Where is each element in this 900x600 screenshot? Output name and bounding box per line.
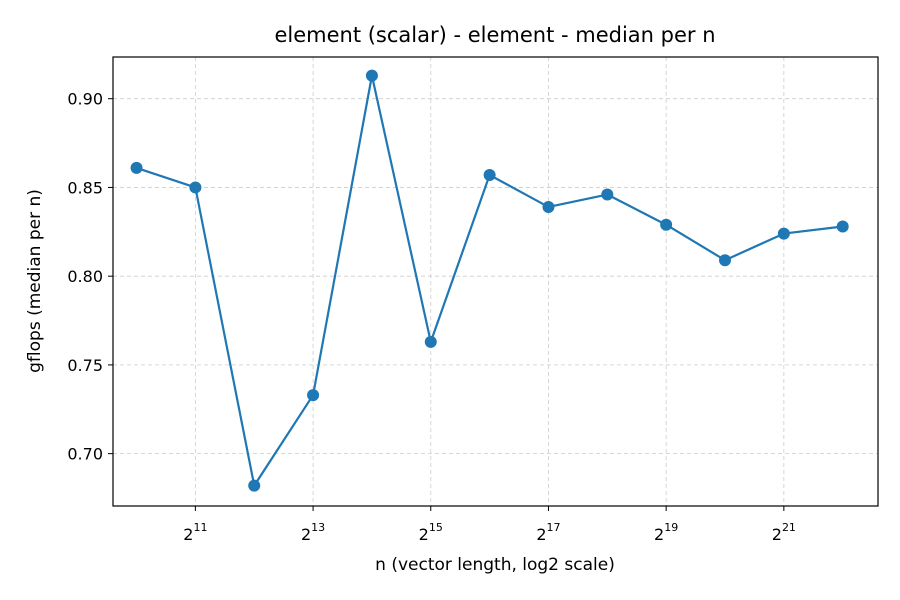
data-point bbox=[248, 479, 261, 492]
x-tick-label: 213 bbox=[301, 521, 325, 544]
x-tick-exponent: 21 bbox=[782, 521, 796, 534]
data-point bbox=[601, 188, 614, 201]
data-point bbox=[719, 254, 731, 267]
x-tick-exponent: 17 bbox=[547, 521, 561, 534]
chart-title: element (scalar) - element - median per … bbox=[274, 23, 715, 47]
x-tick-base: 2 bbox=[419, 525, 429, 544]
data-point bbox=[424, 335, 437, 348]
y-tick-label: 0.80 bbox=[67, 267, 103, 286]
data-point bbox=[836, 220, 849, 233]
x-tick-label: 219 bbox=[654, 521, 678, 544]
x-axis-label: n (vector length, log2 scale) bbox=[375, 555, 615, 575]
series-layer bbox=[130, 69, 849, 492]
x-tick-base: 2 bbox=[183, 525, 193, 544]
data-point bbox=[130, 161, 143, 174]
x-tick-base: 2 bbox=[654, 525, 664, 544]
data-point bbox=[660, 218, 673, 231]
y-axis-label: gflops (median per n) bbox=[25, 189, 45, 373]
x-tick-label: 217 bbox=[536, 521, 560, 544]
x-tick-exponent: 11 bbox=[193, 521, 207, 534]
data-point bbox=[189, 181, 202, 194]
y-tick-label: 0.85 bbox=[67, 178, 103, 197]
x-tick-label: 215 bbox=[419, 521, 443, 544]
x-tick-base: 2 bbox=[536, 525, 546, 544]
x-tick-label: 221 bbox=[772, 521, 796, 544]
y-tick-label: 0.70 bbox=[67, 445, 103, 464]
grid-layer bbox=[113, 57, 878, 506]
data-point bbox=[307, 389, 320, 402]
y-tick-label: 0.75 bbox=[67, 356, 103, 375]
data-point bbox=[542, 200, 555, 213]
x-tick-base: 2 bbox=[772, 525, 782, 544]
data-point bbox=[777, 227, 790, 240]
data-point bbox=[483, 169, 496, 182]
x-tick-base: 2 bbox=[301, 525, 311, 544]
x-tick-label: 211 bbox=[183, 521, 207, 544]
x-tick-exponent: 13 bbox=[311, 521, 325, 534]
plot-frame bbox=[112, 56, 879, 507]
x-tick-exponent: 15 bbox=[429, 521, 443, 534]
data-point bbox=[365, 69, 378, 82]
x-tick-exponent: 19 bbox=[664, 521, 678, 534]
y-tick-label: 0.90 bbox=[67, 90, 103, 109]
